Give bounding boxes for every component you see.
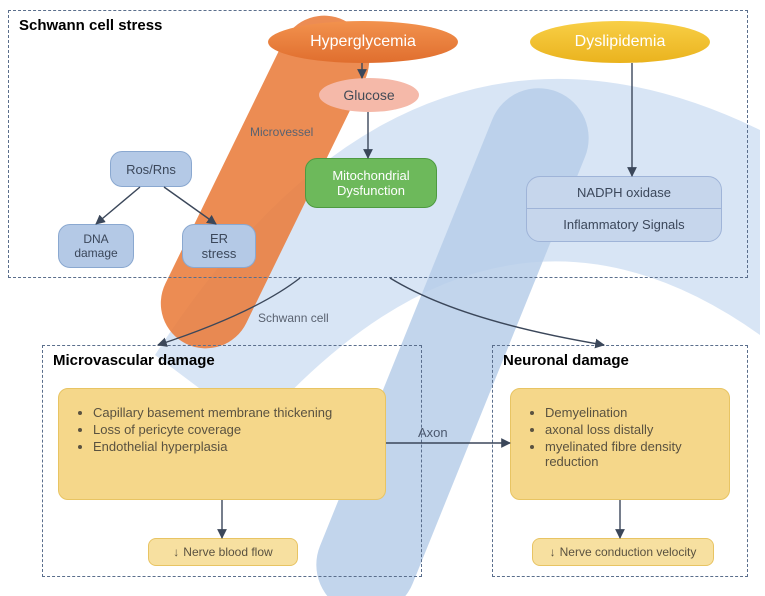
node-mitochondrial: Mitochondrial Dysfunction	[305, 158, 437, 208]
outcome-neuronal-end-label: Nerve conduction velocity	[560, 545, 697, 559]
outcome-micro: Capillary basement membrane thickening L…	[58, 388, 386, 500]
down-arrow-icon: ↓	[173, 545, 179, 559]
node-dyslipidemia-label: Dyslipidemia	[575, 33, 666, 51]
outcome-neuronal-item: Demyelination	[545, 405, 711, 420]
outcome-micro-list: Capillary basement membrane thickening L…	[93, 405, 367, 454]
outcome-micro-item: Capillary basement membrane thickening	[93, 405, 367, 420]
label-schwann: Schwann cell	[258, 311, 329, 325]
outcome-neuronal-end: ↓ Nerve conduction velocity	[532, 538, 714, 566]
outcome-neuronal-item: myelinated fibre density reduction	[545, 439, 711, 469]
node-glucose: Glucose	[319, 78, 419, 112]
outcome-neuronal: Demyelination axonal loss distally myeli…	[510, 388, 730, 500]
node-mitochondrial-label: Mitochondrial Dysfunction	[314, 168, 428, 198]
diagram-canvas: Schwann cell stress Microvascular damage…	[0, 0, 765, 596]
node-glucose-label: Glucose	[343, 87, 394, 103]
outcome-micro-item: Endothelial hyperplasia	[93, 439, 367, 454]
node-hyperglycemia-label: Hyperglycemia	[310, 33, 416, 51]
node-dyslipidemia: Dyslipidemia	[530, 21, 710, 63]
outcome-neuronal-item: axonal loss distally	[545, 422, 711, 437]
node-nadph-row1: NADPH oxidase	[527, 177, 721, 208]
node-dna: DNA damage	[58, 224, 134, 268]
outcome-micro-end: ↓ Nerve blood flow	[148, 538, 298, 566]
node-er: ER stress	[182, 224, 256, 268]
outcome-micro-item: Loss of pericyte coverage	[93, 422, 367, 437]
edge-stress-neuronal	[390, 278, 604, 345]
label-axon: Axon	[418, 425, 448, 440]
node-hyperglycemia: Hyperglycemia	[268, 21, 458, 63]
outcome-micro-end-label: Nerve blood flow	[183, 545, 272, 559]
node-dna-label: DNA damage	[67, 232, 125, 260]
node-nadph-row2: Inflammatory Signals	[527, 209, 721, 240]
node-ros-label: Ros/Rns	[126, 162, 176, 177]
down-arrow-icon: ↓	[550, 545, 556, 559]
region-neuronal-title: Neuronal damage	[503, 352, 629, 369]
region-micro-title: Microvascular damage	[53, 352, 215, 369]
node-ros: Ros/Rns	[110, 151, 192, 187]
node-er-label: ER stress	[191, 231, 247, 261]
node-nadph: NADPH oxidase Inflammatory Signals	[526, 176, 722, 242]
label-microvessel: Microvessel	[250, 125, 313, 139]
region-stress-title: Schwann cell stress	[19, 17, 162, 34]
outcome-neuronal-list: Demyelination axonal loss distally myeli…	[545, 405, 711, 469]
